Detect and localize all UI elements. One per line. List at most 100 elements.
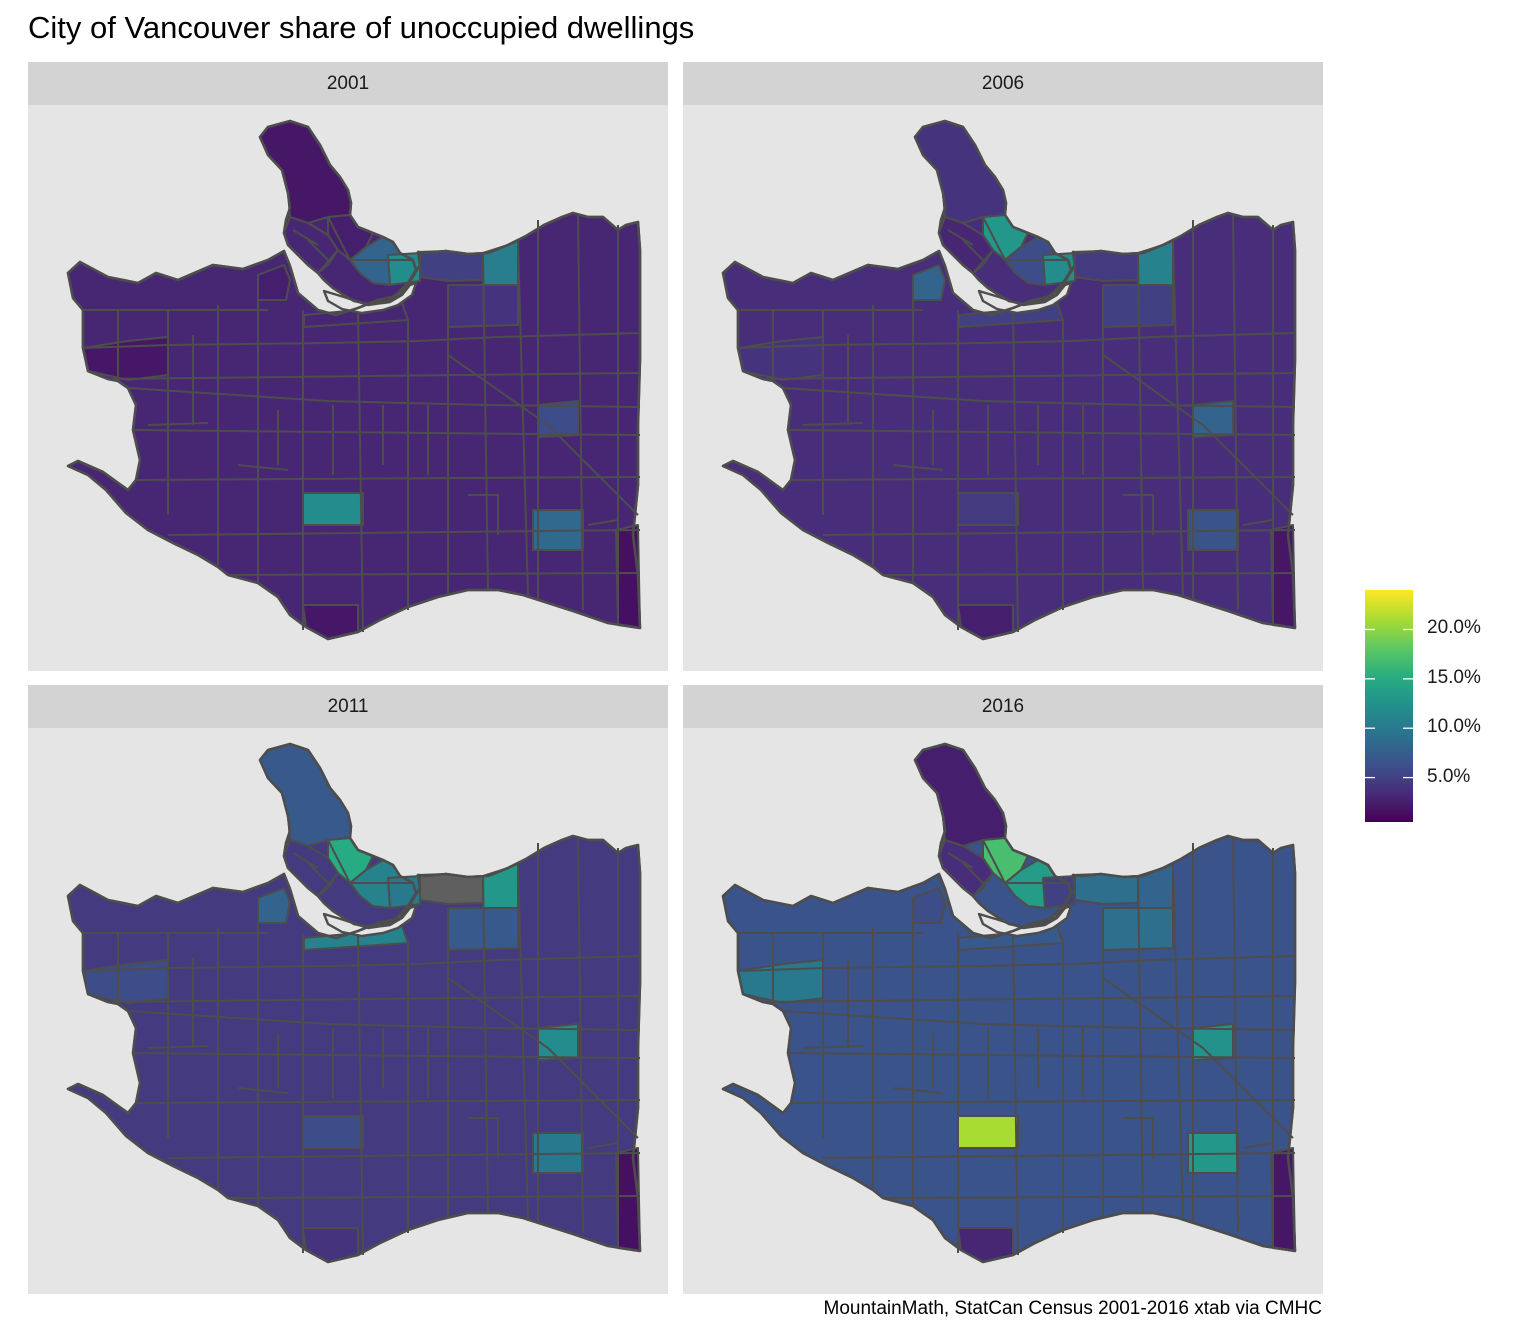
tract-boundary	[962, 845, 995, 897]
tract-boundary	[790, 476, 1296, 481]
tract-boundary	[357, 309, 364, 633]
tract-boundary	[947, 229, 974, 246]
map-layer	[721, 119, 1297, 641]
region-coal-harbour	[1072, 873, 1139, 905]
tract-boundary	[1242, 519, 1274, 526]
peninsula-outline	[258, 742, 418, 929]
facet-strip: 2016	[683, 685, 1323, 728]
tract-boundary	[1012, 309, 1019, 633]
tract-boundary	[227, 572, 641, 576]
tract-boundary	[1003, 869, 1022, 897]
tract-boundary	[307, 222, 340, 274]
tract-boundary	[292, 852, 319, 869]
peninsula-outline	[913, 119, 1073, 306]
tract-boundary	[762, 372, 1296, 380]
facet-strip: 2011	[28, 685, 668, 728]
tract-boundary	[1232, 214, 1239, 611]
region-south-central	[957, 492, 1019, 526]
tract-boundary	[237, 464, 289, 471]
region-south-central	[302, 492, 364, 526]
legend-tick-label: 15.0%	[1427, 666, 1481, 688]
tract-boundary	[790, 1099, 1296, 1104]
choropleth-map	[721, 119, 1297, 641]
region-far-southeast	[615, 524, 641, 629]
tract-boundary	[167, 529, 641, 536]
legend-tick-label: 10.0%	[1427, 716, 1481, 738]
tract-boundary	[1137, 875, 1144, 1214]
tract-boundary	[357, 932, 364, 1256]
region-far-southeast	[1270, 524, 1296, 629]
legend-tick-label: 5.0%	[1427, 765, 1471, 787]
tract-boundary	[1003, 246, 1022, 274]
tract-boundary	[482, 875, 489, 1214]
tract-boundary	[587, 519, 619, 526]
tract-boundary	[167, 1152, 641, 1159]
facet-panel-2011: 2011	[28, 685, 668, 1294]
tract-boundary	[468, 1117, 499, 1158]
tract-boundary	[892, 1087, 944, 1094]
region-south-central	[302, 1115, 364, 1149]
region-far-southeast	[1270, 1147, 1296, 1252]
choropleth-map	[66, 742, 642, 1264]
tract-boundary	[447, 354, 639, 516]
tract-boundary	[962, 862, 984, 884]
tract-boundary	[135, 476, 641, 481]
tract-boundary	[822, 1152, 1296, 1159]
tract-boundary	[962, 222, 995, 274]
map-layer	[66, 119, 642, 641]
tract-boundary	[447, 977, 639, 1139]
tract-boundary	[348, 246, 367, 274]
tract-boundary	[1137, 252, 1144, 591]
tract-boundary	[577, 837, 584, 1234]
peninsula-outline	[258, 119, 418, 306]
map-layer	[721, 742, 1297, 1264]
city-outline	[66, 834, 642, 1264]
tract-boundary	[307, 845, 340, 897]
legend-tick-label: 20.0%	[1427, 617, 1481, 639]
tract-boundary	[147, 1045, 209, 1049]
tract-boundary	[1123, 494, 1154, 535]
tract-boundary	[307, 239, 329, 261]
tract-boundary	[892, 464, 944, 471]
tract-boundary	[517, 240, 529, 596]
peninsula-outline	[913, 742, 1073, 929]
region-far-southeast	[615, 1147, 641, 1252]
tract-boundary	[517, 863, 529, 1219]
facet-strip: 2001	[28, 62, 668, 105]
tract-boundary	[802, 1045, 864, 1049]
tract-boundary	[227, 1195, 641, 1199]
tract-boundary	[292, 229, 319, 246]
city-outline	[66, 211, 642, 641]
tract-boundary	[962, 239, 984, 261]
tract-boundary	[1232, 837, 1239, 1234]
tract-boundary	[882, 1195, 1296, 1199]
tract-boundary	[348, 869, 367, 897]
caption: MountainMath, StatCan Census 2001-2016 x…	[823, 1298, 1322, 1319]
choropleth-map	[721, 742, 1297, 1264]
tract-boundary	[1012, 932, 1019, 1256]
legend-colorbar	[1365, 590, 1413, 822]
region-coal-harbour	[1072, 250, 1139, 282]
tract-boundary	[107, 995, 641, 1003]
tract-boundary	[135, 1099, 641, 1104]
facet-panel-2016: 2016	[683, 685, 1323, 1294]
tract-boundary	[1242, 1142, 1274, 1149]
tract-boundary	[822, 529, 1296, 536]
region-coal-harbour	[417, 873, 484, 905]
tract-boundary	[468, 494, 499, 535]
tract-boundary	[1172, 863, 1184, 1219]
tract-boundary	[147, 422, 209, 426]
choropleth-map	[66, 119, 642, 641]
tract-boundary	[1172, 240, 1184, 596]
color-legend: 5.0% 10.0% 15.0% 20.0%	[1365, 590, 1481, 827]
tract-boundary	[1102, 354, 1294, 516]
tract-boundary	[307, 862, 329, 884]
facet-panel-2006: 2006	[683, 62, 1323, 671]
tract-boundary	[577, 214, 584, 611]
tract-boundary	[1102, 977, 1294, 1139]
tract-boundary	[237, 1087, 289, 1094]
tract-boundary	[482, 252, 489, 591]
chart-title: City of Vancouver share of unoccupied dw…	[28, 10, 695, 45]
city-outline	[721, 211, 1297, 641]
map-layer	[66, 742, 642, 1264]
